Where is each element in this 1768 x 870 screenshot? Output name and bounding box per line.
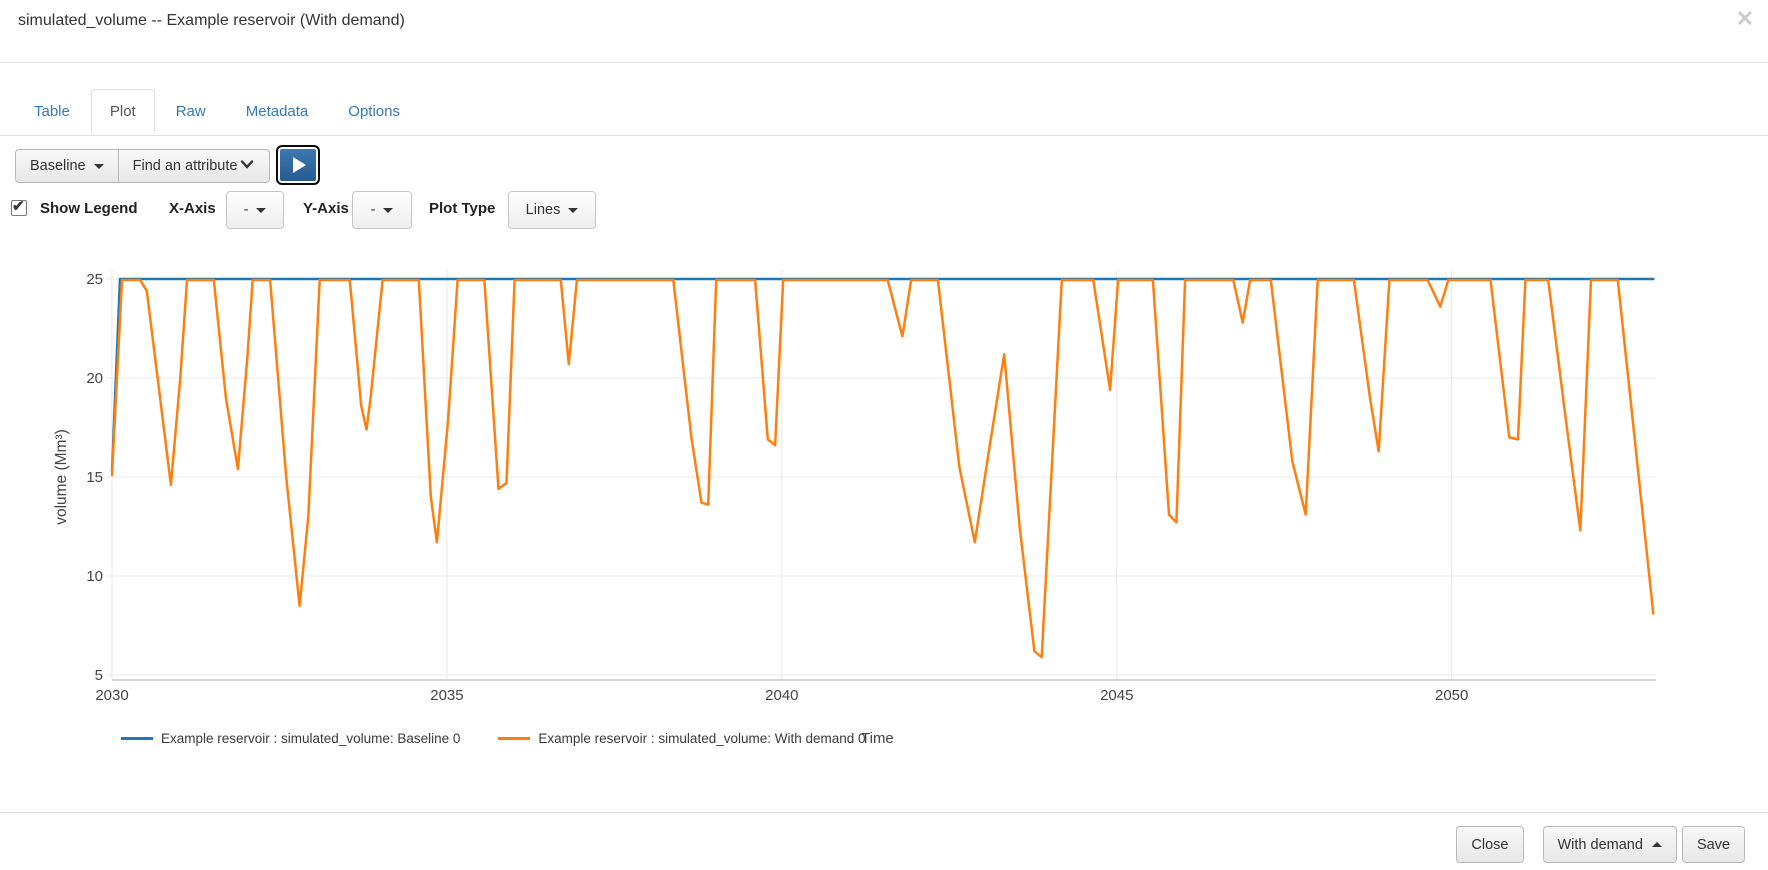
scenario-attribute-group: Baseline Find an attribute [15, 149, 271, 183]
checkmark-icon: ✔ [12, 198, 25, 215]
close-button[interactable]: Close [1456, 826, 1524, 863]
tab-metadata[interactable]: Metadata [245, 103, 309, 120]
plot-type-dropdown-value: Lines [525, 202, 561, 218]
chart-legend: Example reservoir : simulated_volume: Ba… [121, 731, 904, 746]
with-demand-line-swatch [498, 737, 531, 740]
legend-item-with-demand[interactable]: Example reservoir : simulated_volume: Wi… [498, 731, 866, 746]
modal-title: simulated_volume -- Example reservoir (W… [18, 12, 405, 29]
legend-label-baseline: Example reservoir : simulated_volume: Ba… [161, 731, 461, 746]
close-button-label: Close [1471, 836, 1509, 853]
plot-type-dropdown[interactable]: Lines [508, 191, 596, 229]
x-tick-label: 2050 [1435, 687, 1468, 704]
find-attribute-dropdown-button[interactable]: Find an attribute [118, 149, 271, 183]
plot-controls-row: ✔ Show Legend X-Axis - Y-Axis - Plot Typ… [0, 188, 1768, 232]
save-button[interactable]: Save [1681, 826, 1745, 863]
baseline-line-swatch [121, 737, 153, 740]
chevron-down-icon [239, 157, 255, 175]
caret-down-icon [568, 207, 579, 213]
caret-down-icon [93, 163, 104, 169]
caret-down-icon [383, 207, 394, 213]
y-tick-label: 10 [86, 568, 103, 585]
show-legend-checkbox[interactable]: ✔ [11, 198, 27, 216]
x-tick-label: 2035 [430, 687, 463, 704]
with-demand-series-line [110, 278, 1655, 659]
header-divider [0, 62, 1768, 63]
tab-plot[interactable]: Plot [90, 89, 155, 134]
scenario-dropup-label: With demand [1557, 836, 1643, 853]
x-axis-dropdown-value: - [243, 202, 249, 218]
x-axis-dropdown[interactable]: - [226, 191, 284, 229]
scenario-dropup-button[interactable]: With demand [1542, 826, 1677, 863]
tab-bar: Table Plot Raw Metadata Options [0, 88, 1768, 136]
chart-canvas[interactable]: 25 20 15 10 5 2030 2035 2040 2045 2050 volume (Mm³… [0, 240, 1768, 720]
legend-item-baseline[interactable]: Example reservoir : simulated_volume: Ba… [121, 731, 460, 746]
x-tick-label: 2040 [765, 687, 798, 704]
caret-down-icon [256, 207, 267, 213]
x-tick-label: 2045 [1100, 687, 1133, 704]
tab-table[interactable]: Table [34, 103, 70, 120]
plot-type-label: Plot Type [429, 200, 496, 217]
tab-raw[interactable]: Raw [175, 103, 206, 120]
y-tick-label: 15 [86, 469, 103, 486]
y-tick-label: 25 [86, 271, 103, 288]
y-tick-label: 20 [86, 370, 103, 387]
run-play-button[interactable] [276, 145, 320, 185]
y-axis-dropdown[interactable]: - [352, 191, 412, 229]
scenario-dropdown-button[interactable]: Baseline [15, 149, 119, 183]
y-tick-label: 5 [95, 667, 103, 684]
x-tick-label: 2030 [95, 687, 128, 704]
y-axis-label: Y-Axis [303, 200, 349, 217]
find-attribute-label: Find an attribute [132, 158, 238, 174]
save-button-label: Save [1696, 836, 1730, 853]
modal-footer: Close With demand Save [0, 812, 1768, 870]
play-icon [293, 157, 306, 173]
close-icon[interactable]: ✕ [1735, 6, 1754, 31]
legend-label-with-demand: Example reservoir : simulated_volume: Wi… [538, 731, 866, 746]
x-axis-label: X-Axis [169, 200, 216, 217]
y-axis-title: volume (Mm³) [53, 429, 70, 525]
tab-options[interactable]: Options [348, 103, 400, 120]
show-legend-label: Show Legend [40, 200, 138, 217]
x-axis-title: Time [861, 730, 894, 747]
y-axis-dropdown-value: - [370, 202, 376, 218]
scenario-dropdown-label: Baseline [30, 158, 86, 174]
baseline-series-line [110, 277, 1655, 473]
caret-up-icon [1651, 842, 1662, 847]
